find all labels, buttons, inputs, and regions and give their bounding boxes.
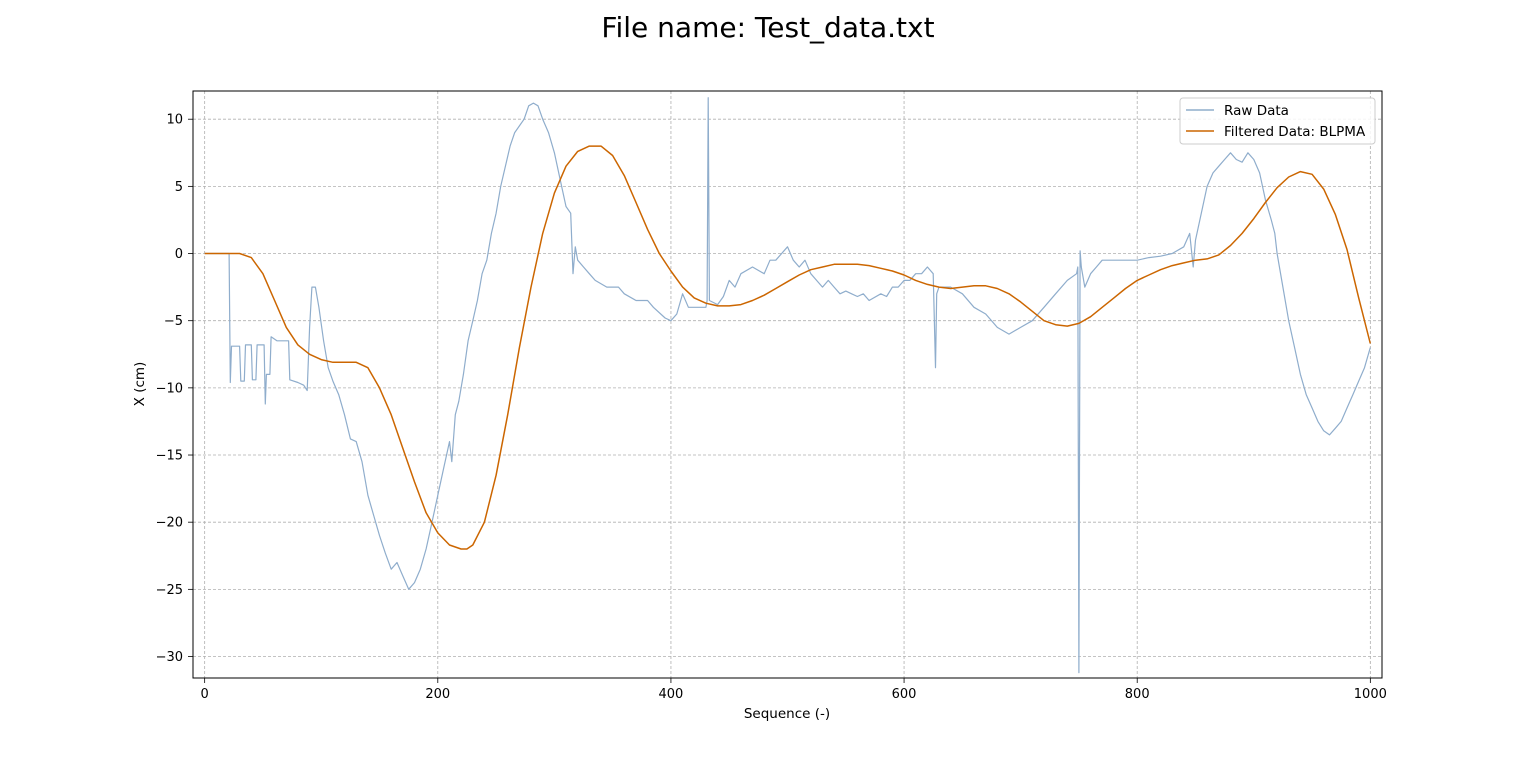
legend-label-filtered-data: Filtered Data: BLPMA [1224,124,1366,140]
y-axis-label: X (cm) [132,362,148,407]
x-tick-label: 400 [659,687,684,702]
filtered-data-line [204,145,1372,550]
y-tick-label: −5 [164,314,183,329]
y-tick-label: −15 [156,449,183,464]
plot-area-frame [192,90,1383,679]
x-tick-label: 0 [201,687,209,702]
y-tick-label: 5 [175,180,183,195]
legend-label-raw-data: Raw Data [1224,103,1289,119]
x-tick-label: 200 [425,687,450,702]
legend-box [1179,97,1376,145]
axis-ticks: 0 200 400 600 800 1000 10 5 0 −5 −10 −15 −20 −25 −30 [156,113,1387,702]
y-tick-label: −25 [156,583,183,598]
chart-title: File name: Test_data.txt [601,11,934,44]
x-tick-label: 600 [892,687,917,702]
y-tick-label: −30 [156,650,183,665]
raw-data-line [204,97,1371,674]
x-tick-label: 800 [1125,687,1150,702]
x-axis-label: Sequence (-) [744,706,830,722]
y-tick-label: −20 [156,516,183,531]
y-tick-label: 10 [166,113,183,128]
legend: Raw Data Filtered Data: BLPMA [1179,97,1376,145]
grid-lines [193,91,1382,678]
y-tick-label: 0 [175,247,183,262]
x-tick-label: 1000 [1354,687,1387,702]
series-group [204,97,1372,674]
y-tick-label: −10 [156,381,183,396]
